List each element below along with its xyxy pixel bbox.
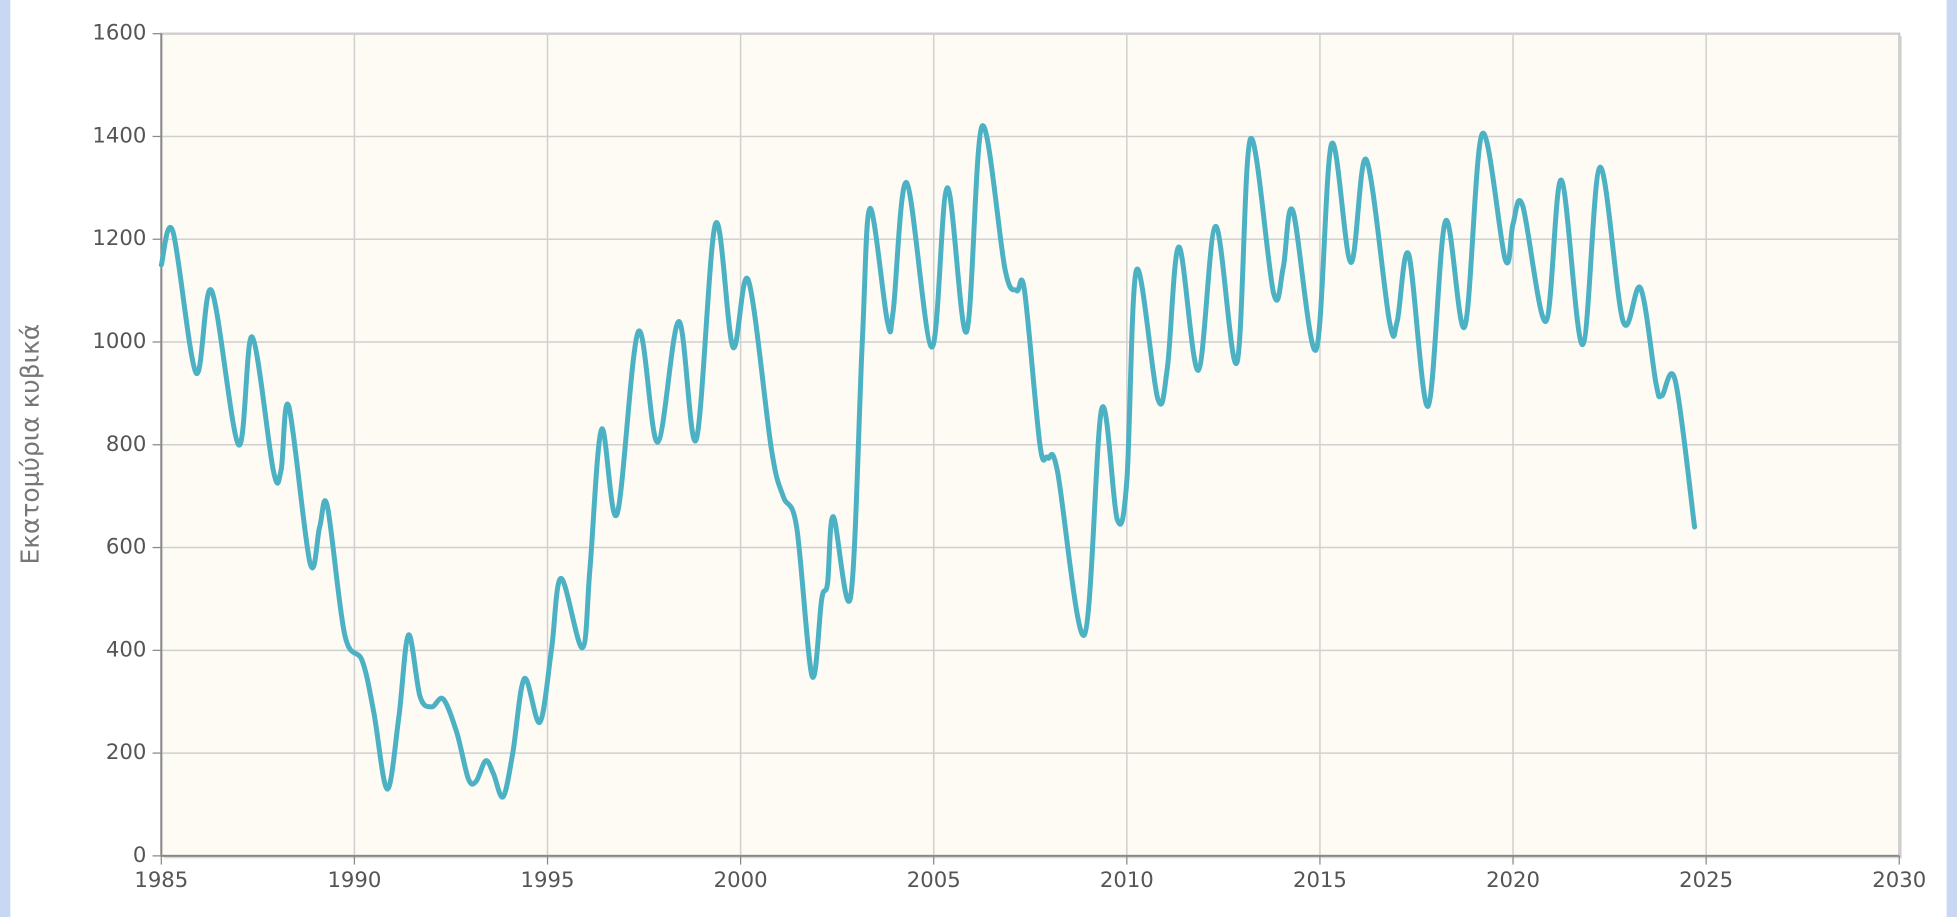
- x-tick-label: 1985: [134, 867, 188, 892]
- x-tick-label: 2015: [1293, 867, 1347, 892]
- y-tick-label: 200: [106, 739, 146, 764]
- x-tick-label: 1990: [327, 867, 381, 892]
- x-tick-label: 2010: [1100, 867, 1154, 892]
- y-tick-label: 1000: [92, 328, 146, 353]
- x-tick-label: 1995: [521, 867, 575, 892]
- y-tick-label: 800: [106, 431, 146, 456]
- y-tick-label: 1600: [92, 20, 146, 45]
- y-tick-label: 1200: [92, 225, 146, 250]
- y-tick-label: 1400: [92, 122, 146, 147]
- y-tick-label: 400: [106, 636, 146, 661]
- y-axis-label: Εκατομύρια κυβικά: [16, 324, 45, 565]
- x-tick-label: 2030: [1872, 867, 1926, 892]
- x-tick-label: 2000: [714, 867, 768, 892]
- y-tick-label: 600: [106, 534, 146, 559]
- x-tick-label: 2005: [907, 867, 961, 892]
- data-line: [158, 123, 1698, 800]
- x-tick-label: 2020: [1486, 867, 1540, 892]
- y-tick-label: 0: [133, 842, 146, 867]
- x-tick-label: 2025: [1679, 867, 1733, 892]
